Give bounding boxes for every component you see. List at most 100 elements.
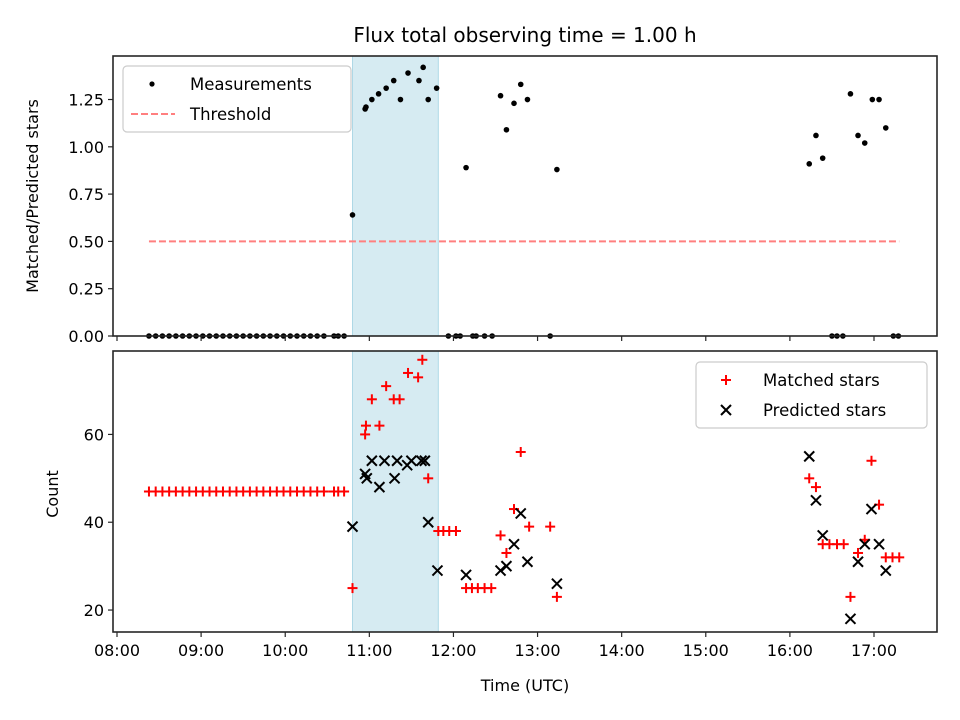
bottom-y-tick-label: 40 <box>84 513 104 532</box>
x-b <box>422 516 434 528</box>
matched-star-point <box>804 473 815 484</box>
x-b <box>880 564 892 577</box>
x-b <box>378 455 391 467</box>
x-b <box>388 472 401 485</box>
measurement-point <box>847 91 854 97</box>
bottom-panel: 20 40 60 08:00 09:00 10:00 11:00 12:00 13:00 14:… <box>43 350 938 695</box>
matched-star-point <box>845 591 856 602</box>
legend-predicted-marker-icon <box>720 404 732 416</box>
measurement-point <box>869 96 876 103</box>
top-y-tick-label: 0.50 <box>68 232 104 251</box>
x-b <box>551 577 563 590</box>
x-tick-label: 13:00 <box>515 641 561 660</box>
top-legend-box <box>122 65 352 133</box>
bottom-y-tick-label: 20 <box>84 601 104 620</box>
x-b <box>391 455 403 467</box>
matched-star-point <box>810 482 821 493</box>
matched-star-point <box>381 381 392 392</box>
predicted-star-point <box>419 455 431 467</box>
measurement-point <box>861 140 868 146</box>
x-b <box>419 455 431 467</box>
predicted-star-point <box>415 455 428 467</box>
predicted-star-point <box>803 450 815 463</box>
x-axis-label: Time (UTC) <box>480 676 569 695</box>
predicted-star-point <box>494 564 507 577</box>
x-b <box>816 529 829 542</box>
measurement-point <box>390 77 397 84</box>
predicted-stars-series <box>346 450 892 625</box>
matched-star-point <box>360 420 371 431</box>
matched-star-point <box>524 521 535 532</box>
measurement-point <box>819 155 826 161</box>
matched-star-point <box>413 372 424 383</box>
matched-star-point <box>486 583 497 594</box>
x-b <box>865 503 878 515</box>
x-tick-label: 16:00 <box>767 641 813 660</box>
measurement-point <box>405 70 411 76</box>
legend-matched-marker-icon <box>721 375 731 385</box>
matched-star-point <box>423 473 434 484</box>
top-legend: Measurements Threshold <box>122 65 352 133</box>
top-y-tick-label: 0.25 <box>68 280 104 299</box>
matched-star-point <box>339 486 350 497</box>
x-b <box>521 556 534 568</box>
measurement-point <box>876 96 882 103</box>
x-b <box>508 538 520 550</box>
x-b <box>852 556 864 568</box>
measurement-point <box>882 125 889 131</box>
measurement-point <box>375 91 382 97</box>
bottom-legend-box <box>695 361 928 429</box>
predicted-star-point <box>859 538 871 550</box>
x-tick-label: 14:00 <box>599 641 645 660</box>
predicted-star-point <box>346 520 359 533</box>
top-axes-frame <box>112 55 938 337</box>
predicted-star-point <box>361 472 373 485</box>
top-y-tick-label: 1.00 <box>68 138 104 157</box>
predicted-star-point <box>873 538 885 550</box>
matched-star-point <box>894 552 905 563</box>
matched-star-point <box>838 539 849 550</box>
matched-star-point <box>515 446 526 457</box>
x-tick-label: 08:00 <box>94 641 140 660</box>
top-highlight-span <box>352 55 439 337</box>
x-b <box>460 569 472 581</box>
predicted-star-point <box>422 516 434 528</box>
x-tick-label: 09:00 <box>178 641 224 660</box>
x-b <box>405 455 418 467</box>
predicted-star-point <box>373 481 386 493</box>
x-b <box>810 494 822 506</box>
predicted-star-point <box>508 538 520 550</box>
measurement-point <box>524 96 531 103</box>
measurement-point <box>463 164 469 171</box>
predicted-star-point <box>880 564 892 577</box>
predicted-star-point <box>405 455 418 467</box>
bottom-legend: Matched stars Predicted stars <box>695 361 928 429</box>
measurement-point <box>425 96 432 103</box>
predicted-star-point <box>460 569 472 581</box>
matched-star-point <box>366 394 377 405</box>
bottom-y-axis-label: Count <box>43 470 62 518</box>
matched-star-point <box>394 394 405 405</box>
bottom-axes-frame <box>112 350 938 633</box>
measurement-point <box>503 126 510 133</box>
top-y-ticks: 0.00 0.25 0.50 0.75 1.00 1.25 <box>68 91 113 346</box>
matched-star-point <box>450 526 461 537</box>
x-b <box>346 520 359 533</box>
predicted-star-point <box>521 556 534 568</box>
predicted-star-point <box>391 455 403 467</box>
matched-star-point <box>417 354 428 365</box>
legend-threshold-label: Threshold <box>189 105 271 124</box>
predicted-star-point <box>810 494 822 506</box>
x-tick-label: 15:00 <box>683 641 729 660</box>
measurement-point <box>806 161 813 167</box>
measurement-point <box>497 92 504 99</box>
legend-measurements-label: Measurements <box>190 75 312 94</box>
x-b <box>431 564 444 577</box>
bottom-highlight-span <box>352 350 439 633</box>
predicted-star-point <box>378 455 391 467</box>
matched-star-point <box>360 429 371 440</box>
matched-star-point <box>495 530 506 541</box>
matched-star-point <box>866 455 877 466</box>
measurement-point <box>383 85 389 91</box>
